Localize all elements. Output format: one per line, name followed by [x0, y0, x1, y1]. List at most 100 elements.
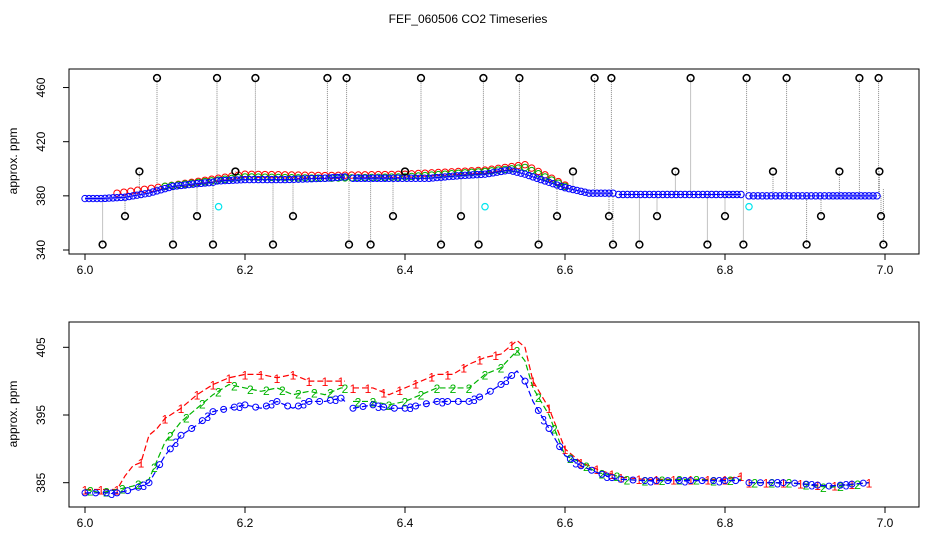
- series-3-label: 3: [407, 401, 414, 415]
- top-series-marks: [81, 73, 888, 249]
- blue-point: [425, 174, 433, 182]
- series-3-label: 3: [439, 395, 446, 409]
- blue-point: [841, 192, 849, 200]
- y-tick-label: 385: [34, 472, 48, 492]
- blue-point: [597, 189, 605, 197]
- blue-point: [473, 170, 481, 179]
- blue-point: [241, 175, 249, 184]
- series-1-label: 1: [290, 368, 297, 382]
- series-1-label: 1: [508, 339, 515, 353]
- spike-point: [816, 212, 826, 221]
- spike-point: [98, 240, 107, 249]
- x-tick-label: 6.6: [557, 263, 574, 277]
- blue-point: [157, 186, 165, 194]
- blue-point: [290, 175, 298, 183]
- blue-point: [449, 172, 457, 180]
- y-tick-label: 340: [34, 240, 48, 260]
- blue-point: [453, 172, 461, 180]
- blue-point: [632, 190, 640, 199]
- series-3-point: [454, 397, 462, 405]
- top-panel: 6.0 6.2 6.4 6.6 6.8 7.0 340 380 420 460 approx. …: [6, 68, 920, 277]
- blue-point: [281, 175, 289, 184]
- series-1-label: 1: [350, 382, 357, 396]
- blue-point: [133, 191, 141, 199]
- blue-point: [541, 177, 549, 185]
- spike-point: [192, 212, 202, 221]
- series-3-point: [629, 476, 637, 484]
- blue-point: [181, 181, 189, 189]
- series-3-point: [814, 481, 822, 489]
- blue-point: [173, 182, 181, 190]
- cyan-point: [214, 202, 223, 211]
- series-3-point: [134, 483, 142, 491]
- series-3-label: 3: [540, 414, 547, 428]
- blue-point: [445, 172, 453, 181]
- blue-point: [869, 192, 877, 200]
- blue-point: [97, 194, 105, 203]
- blue-point: [237, 176, 245, 184]
- series-1-label: 1: [258, 368, 265, 382]
- blue-point: [776, 192, 784, 200]
- series-1-label: 1: [530, 375, 537, 389]
- blue-point: [659, 190, 667, 199]
- series-1-label: 1: [797, 478, 804, 492]
- blue-point: [829, 192, 837, 200]
- series-2-label: 2: [567, 452, 574, 466]
- series-1-label: 1: [670, 473, 677, 487]
- blue-point: [733, 190, 741, 199]
- series-1-label: 1: [546, 402, 553, 416]
- series-3-point: [369, 401, 377, 409]
- blue-series-line: [85, 181, 214, 200]
- series-2-label: 2: [803, 479, 810, 493]
- series-3-point: [687, 477, 695, 485]
- blue-point: [461, 171, 469, 180]
- spike-point: [835, 167, 844, 176]
- blue-point: [316, 174, 325, 183]
- spike-point: [479, 73, 488, 83]
- blue-point: [509, 167, 517, 175]
- series-2-label: 2: [342, 382, 349, 396]
- series-2-label: 2: [710, 474, 717, 488]
- blue-point: [593, 189, 601, 197]
- spike-point: [635, 240, 644, 249]
- red-point: [140, 185, 149, 193]
- series-1-label: 1: [763, 477, 770, 491]
- top-y-axis: 340 380 420 460: [34, 77, 69, 260]
- blue-point: [650, 190, 658, 199]
- series-3-label: 3: [140, 479, 147, 493]
- series-2-line: [84, 383, 345, 494]
- series-2-label: 2: [370, 395, 377, 409]
- blue-point: [667, 190, 676, 199]
- series-2-label: 2: [551, 423, 558, 437]
- x-tick-label: 7.0: [877, 263, 894, 277]
- blue-series-line: [216, 176, 346, 182]
- spike-point: [768, 167, 778, 176]
- blue-point: [521, 170, 529, 178]
- series-1-label: 1: [138, 456, 145, 470]
- series-3-point: [588, 466, 596, 474]
- series-3-label: 3: [204, 410, 211, 424]
- series-3-point: [768, 479, 776, 487]
- series-1-label: 1: [412, 377, 419, 391]
- series-1-label: 1: [444, 368, 451, 382]
- series-3-point: [476, 393, 484, 401]
- series-1-label: 1: [380, 386, 387, 400]
- blue-point: [569, 185, 577, 194]
- x-tick-label: 6.8: [717, 516, 734, 530]
- series-3-point: [556, 443, 564, 451]
- series-1-label: 1: [274, 372, 281, 386]
- series-1-label: 1: [618, 471, 625, 485]
- series-1-label: 1: [338, 375, 345, 389]
- blue-point: [121, 193, 129, 201]
- blue-point: [553, 181, 561, 189]
- series-1-label: 1: [178, 402, 185, 416]
- series-3-line: [85, 397, 346, 494]
- blue-point: [794, 192, 802, 200]
- series-2-label: 2: [837, 480, 844, 494]
- series-2-label: 2: [355, 395, 362, 409]
- bottom-y-axis-label: approx. ppm: [6, 381, 20, 448]
- series-3-point: [534, 406, 542, 414]
- series-3-point: [859, 479, 867, 487]
- series-3-label: 3: [503, 374, 510, 388]
